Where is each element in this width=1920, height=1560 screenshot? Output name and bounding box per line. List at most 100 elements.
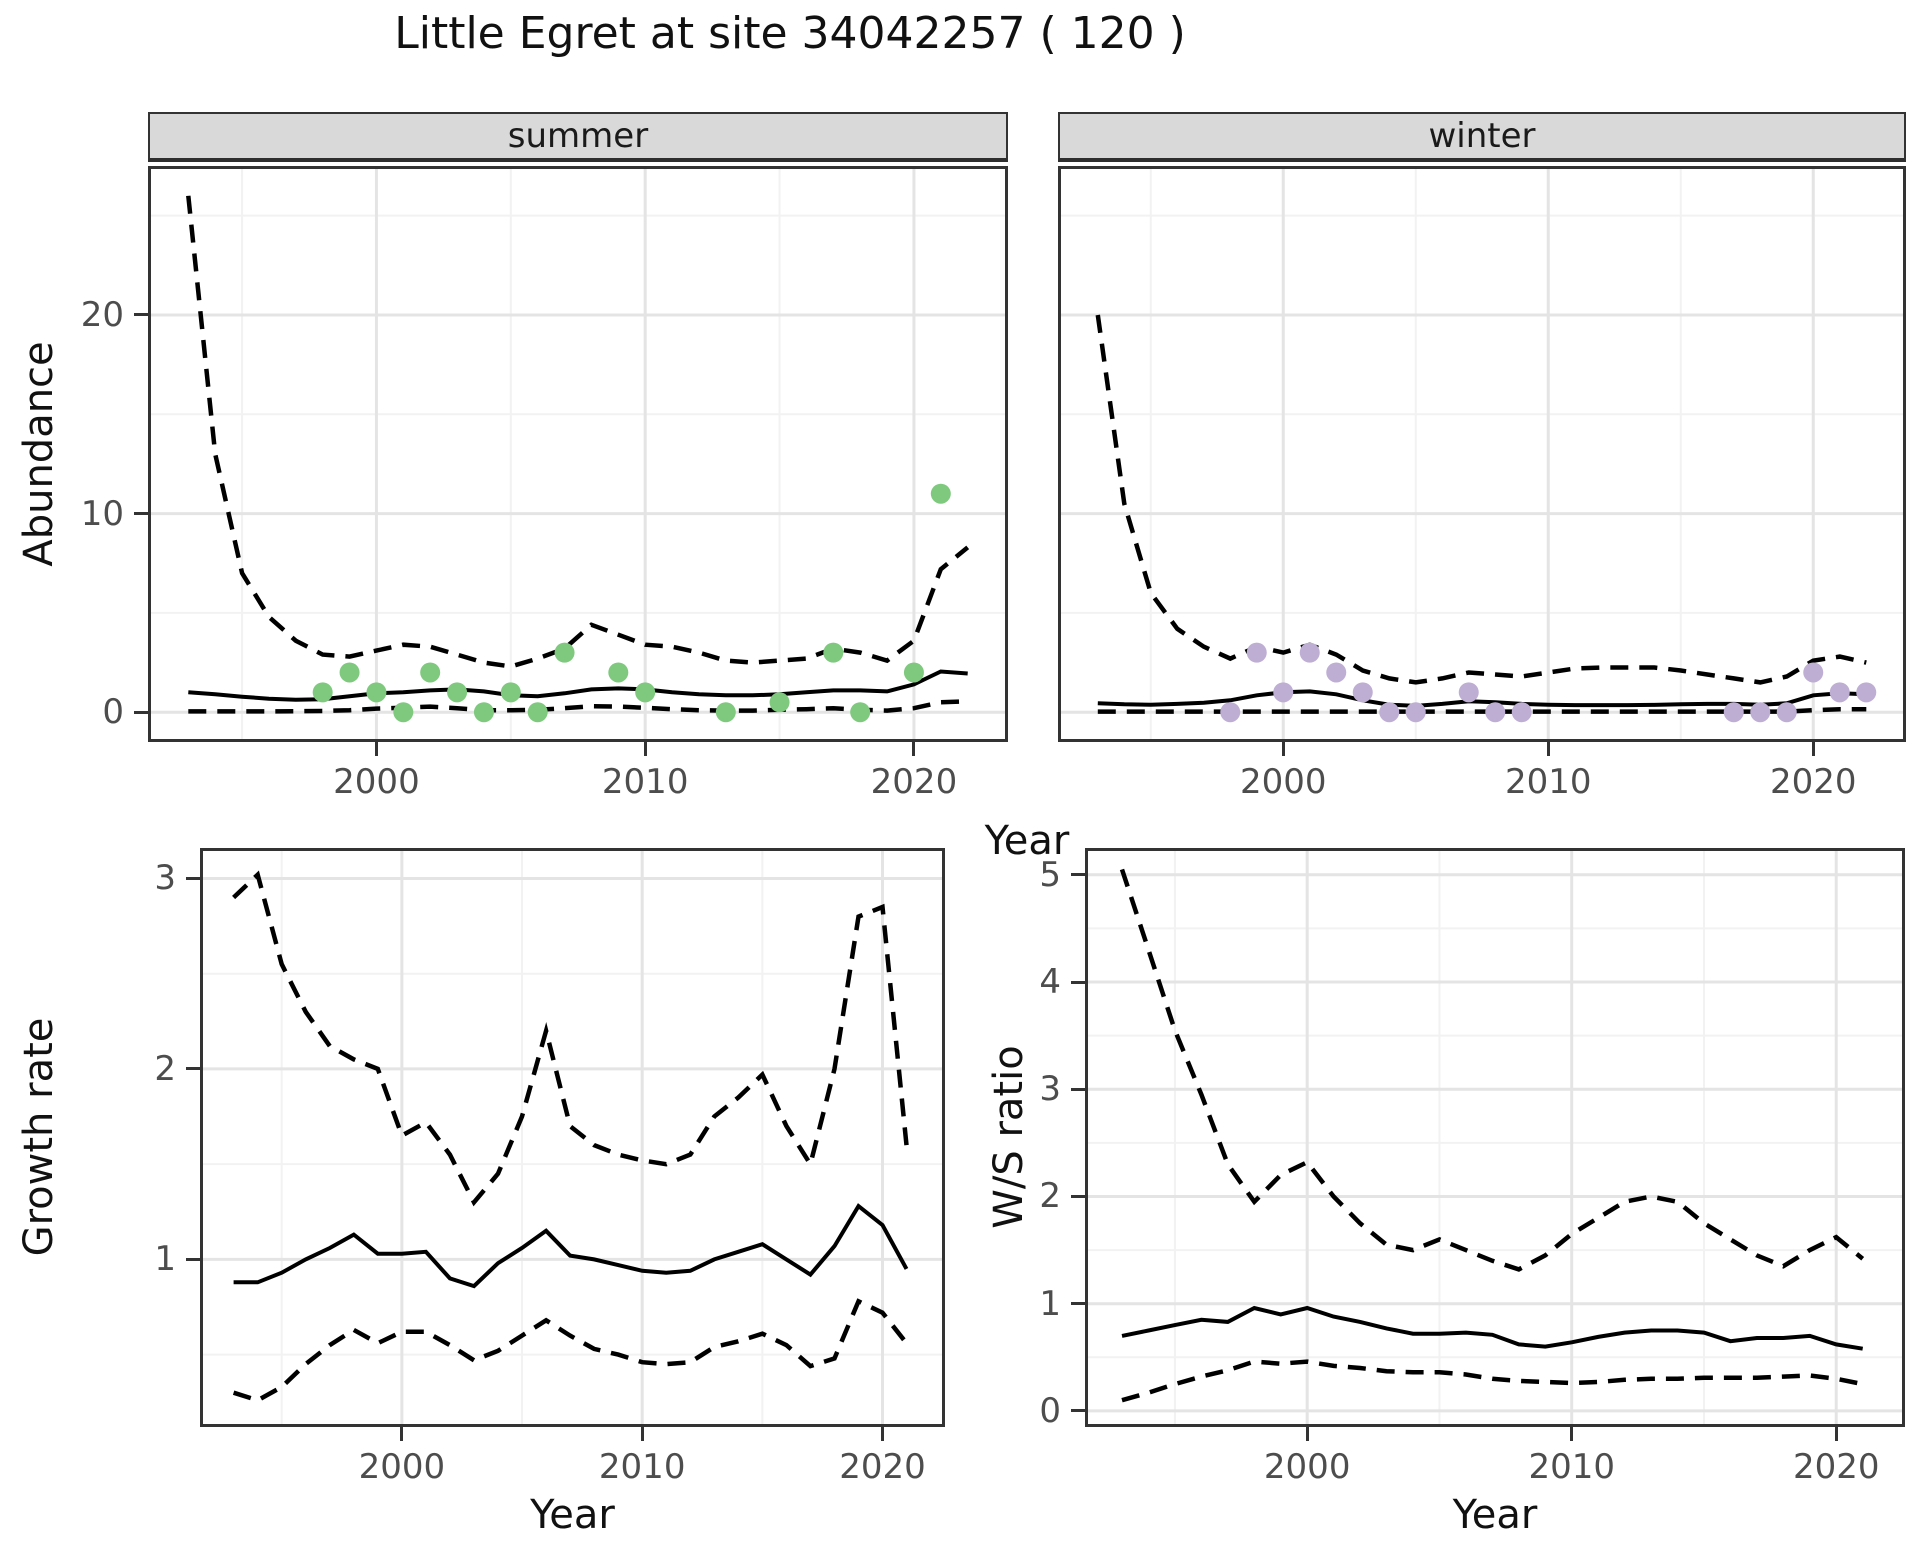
panel-border: [200, 848, 945, 1427]
data-point: [1326, 662, 1347, 683]
x-axis-title-year-growth: Year: [530, 1492, 615, 1538]
panel-summer: [148, 166, 1008, 742]
y-tick-mark: [1071, 873, 1085, 877]
x-axis-title-year-ws: Year: [1452, 1492, 1538, 1538]
data-point: [1379, 702, 1400, 723]
x-tick-mark: [1305, 1427, 1309, 1441]
y-tick-mark: [1071, 1409, 1085, 1413]
panel-background: [200, 848, 945, 1427]
lower-ci-line: [1121, 1359, 1864, 1403]
upper-ci-line: [186, 195, 970, 669]
y-tick-mark: [134, 710, 148, 714]
panel-winter: [1058, 166, 1906, 742]
data-point: [1511, 702, 1532, 723]
data-point: [1246, 642, 1267, 663]
y-tick-mark: [134, 313, 148, 317]
fit-line: [1121, 1305, 1864, 1351]
y-tick-mark: [1071, 1302, 1085, 1306]
panel-background: [148, 166, 1008, 742]
x-tick-mark: [643, 742, 647, 756]
data-point: [554, 642, 575, 663]
data-point: [930, 483, 951, 504]
data-point: [1803, 662, 1824, 683]
facet-strip-winter-label: winter: [1428, 116, 1536, 156]
x-tick-label: 2010: [601, 762, 689, 802]
data-point: [447, 682, 468, 703]
panel-ws-ratio: [1085, 848, 1905, 1427]
data-point: [635, 682, 656, 703]
x-tick-mark: [881, 1427, 885, 1441]
y-tick-mark: [134, 512, 148, 516]
x-tick-label: 2000: [1263, 1447, 1351, 1487]
x-tick-label: 2020: [1792, 1447, 1880, 1487]
facet-strip-winter: winter: [1058, 112, 1906, 162]
x-tick-mark: [374, 742, 378, 756]
y-tick-label: 3: [154, 858, 176, 899]
data-point: [715, 702, 736, 723]
x-tick-label: 2010: [1504, 762, 1592, 802]
data-point: [393, 702, 414, 723]
x-tick-mark: [400, 1427, 404, 1441]
data-point: [1405, 702, 1426, 723]
y-tick-mark: [186, 1067, 200, 1071]
y-tick-label: 20: [80, 294, 124, 335]
upper-ci-line: [1119, 868, 1865, 1272]
y-axis-title-growth-rate: Growth rate: [16, 1017, 62, 1257]
y-tick-mark: [1071, 1087, 1085, 1091]
x-tick-label: 2000: [358, 1447, 446, 1487]
y-tick-label: 1: [1039, 1283, 1061, 1324]
data-point: [850, 702, 871, 723]
x-tick-label: 2020: [839, 1447, 926, 1487]
panel-background: [1085, 848, 1905, 1427]
y-tick-label: 4: [1039, 962, 1061, 1003]
x-tick-label: 2020: [1769, 762, 1857, 802]
lower-ci-line: [188, 699, 968, 714]
data-point: [1458, 682, 1479, 703]
data-point: [1220, 702, 1241, 723]
fit-line: [233, 1203, 909, 1289]
y-tick-label: 10: [80, 493, 124, 534]
data-point: [1485, 702, 1506, 723]
facet-strip-summer: summer: [148, 112, 1008, 162]
panel-border: [1058, 166, 1906, 742]
lower-ci-line: [232, 1298, 909, 1403]
x-tick-label: 2000: [333, 762, 420, 802]
x-tick-mark: [1546, 742, 1550, 756]
data-point: [1352, 682, 1373, 703]
chart-title: Little Egret at site 34042257 ( 120 ): [394, 8, 1186, 59]
x-tick-mark: [1570, 1427, 1574, 1441]
data-point: [903, 662, 924, 683]
y-tick-label: 3: [1039, 1069, 1061, 1110]
x-tick-label: 2010: [598, 1447, 686, 1487]
facet-strip-summer-label: summer: [507, 116, 649, 156]
x-tick-mark: [912, 742, 916, 756]
data-point: [1750, 702, 1771, 723]
data-point: [1299, 642, 1320, 663]
data-point: [473, 702, 494, 723]
data-point: [500, 682, 521, 703]
data-point: [823, 642, 844, 663]
upper-ci-line: [1095, 314, 1867, 685]
data-point: [366, 682, 387, 703]
data-point: [1273, 682, 1294, 703]
data-point: [527, 702, 548, 723]
panel-background: [1058, 166, 1906, 742]
data-point: [608, 662, 629, 683]
x-tick-label: 2010: [1528, 1447, 1615, 1487]
data-point: [420, 662, 441, 683]
upper-ci-line: [232, 870, 909, 1207]
data-point: [312, 682, 333, 703]
x-tick-mark: [640, 1427, 644, 1441]
x-axis-title-year-top: Year: [984, 818, 1070, 864]
data-point: [339, 662, 360, 683]
x-tick-mark: [1811, 742, 1815, 756]
data-point: [769, 692, 790, 713]
y-tick-label: 2: [1039, 1176, 1061, 1217]
y-tick-mark: [1071, 1194, 1085, 1198]
x-tick-label: 2020: [870, 762, 958, 802]
y-axis-title-abundance: Abundance: [16, 341, 62, 567]
x-tick-label: 2000: [1239, 762, 1327, 802]
x-tick-mark: [1834, 1427, 1838, 1441]
y-tick-label: 1: [154, 1239, 176, 1280]
